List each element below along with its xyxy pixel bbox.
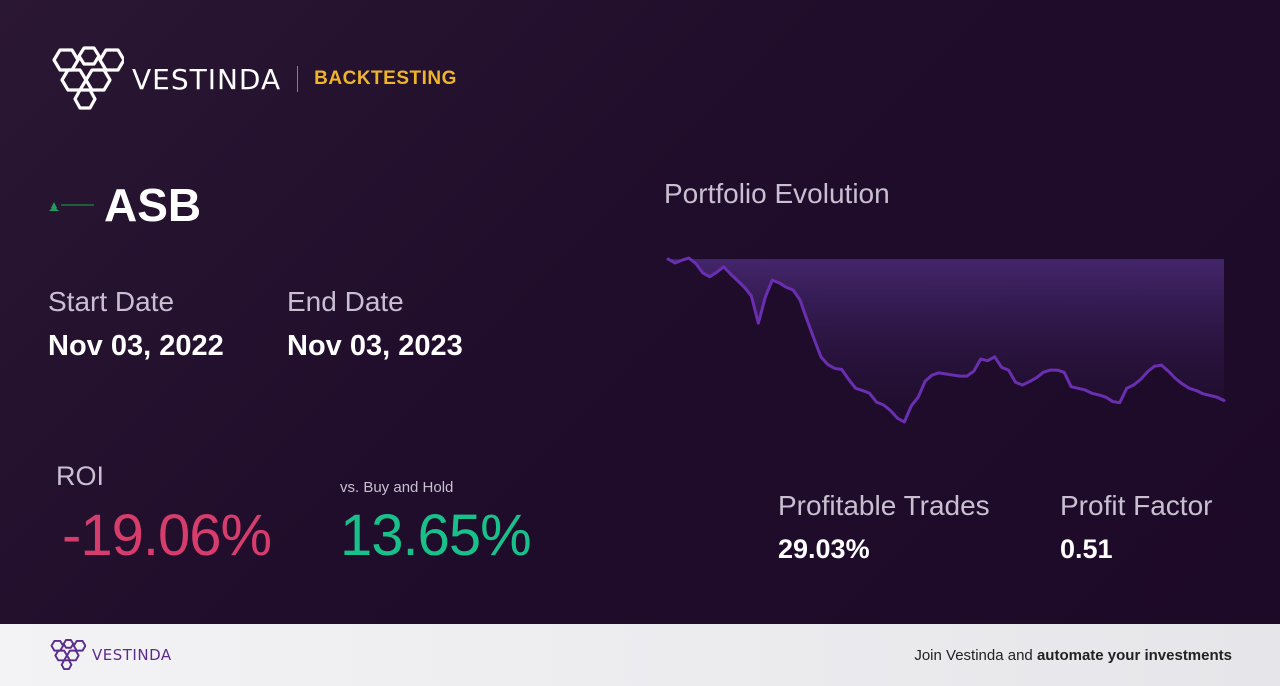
profitable-trades-label: Profitable Trades xyxy=(778,490,990,521)
profitable-trades-value: 29.03% xyxy=(778,534,870,564)
end-date-value: Nov 03, 2023 xyxy=(287,330,463,362)
bank-logo-icon xyxy=(49,202,94,211)
profit-factor-block: Profit Factor 0.51 xyxy=(1060,490,1212,565)
start-date-block: Start Date Nov 03, 2022 xyxy=(48,286,224,363)
end-date-label: End Date xyxy=(287,286,404,317)
portfolio-line xyxy=(666,256,1226,424)
footer-bar: VESTINDA Join Vestinda and automate your… xyxy=(0,624,1280,686)
brand-header: VESTINDA BACKTESTING xyxy=(48,46,457,112)
brand-divider xyxy=(297,66,299,92)
portfolio-chart xyxy=(666,256,1226,424)
profitable-trades-block: Profitable Trades 29.03% xyxy=(778,490,990,565)
start-date-value: Nov 03, 2022 xyxy=(48,330,224,362)
vestinda-logo-icon xyxy=(50,639,86,671)
ticker-header: ASB xyxy=(48,178,201,232)
footer-cta-prefix: Join Vestinda and xyxy=(914,646,1037,664)
buy-hold-value: 13.65% xyxy=(340,503,532,568)
backtest-card: VESTINDA BACKTESTING ASB Start Date Nov … xyxy=(0,0,1280,624)
footer-cta[interactable]: Join Vestinda and automate your investme… xyxy=(914,647,1232,664)
roi-value: -19.06% xyxy=(62,503,272,568)
buy-hold-label: vs. Buy and Hold xyxy=(340,479,454,496)
brand-name: VESTINDA xyxy=(132,62,282,96)
footer-cta-bold: automate your investments xyxy=(1036,646,1232,664)
vestinda-logo-icon xyxy=(52,46,124,110)
chart-title: Portfolio Evolution xyxy=(664,178,890,209)
footer-brand-name: VESTINDA xyxy=(92,646,172,664)
ticker-symbol: ASB xyxy=(104,179,202,231)
portfolio-area xyxy=(668,258,1224,422)
start-date-label: Start Date xyxy=(48,286,175,317)
profit-factor-label: Profit Factor xyxy=(1060,490,1213,521)
roi-label: ROI xyxy=(56,461,105,491)
brand-section-label: BACKTESTING xyxy=(314,68,457,89)
end-date-block: End Date Nov 03, 2023 xyxy=(287,286,463,363)
footer-brand[interactable]: VESTINDA xyxy=(48,639,172,671)
profit-factor-value: 0.51 xyxy=(1060,534,1113,564)
